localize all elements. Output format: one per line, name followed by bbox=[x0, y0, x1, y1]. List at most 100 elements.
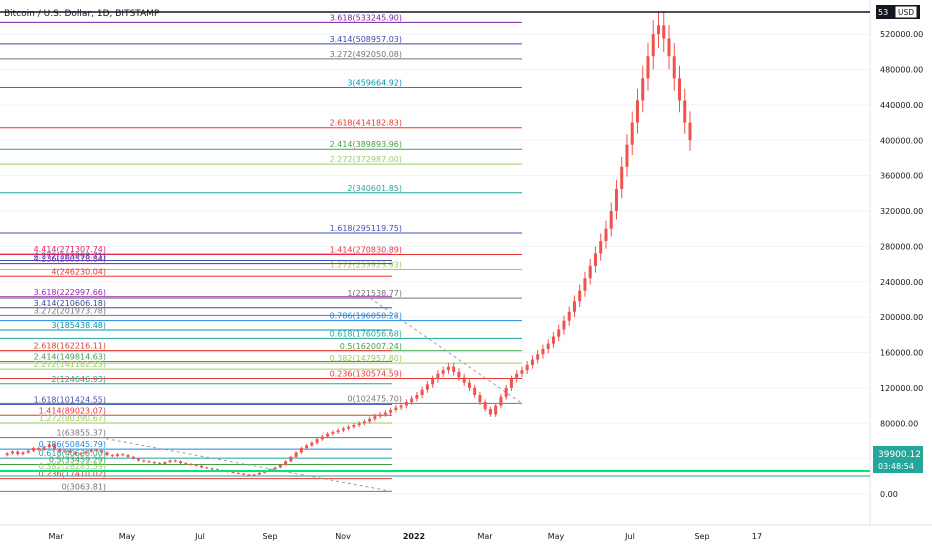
candle-body bbox=[551, 336, 555, 344]
candle-body bbox=[11, 451, 15, 454]
y-tick-label: 360000.00 bbox=[880, 172, 923, 181]
fib-label: 0.382(26285.59) bbox=[39, 462, 106, 471]
fib-label: 0.236(130574.59) bbox=[330, 370, 402, 379]
candle-body bbox=[672, 56, 676, 79]
fib-label: 2.272(141182.23) bbox=[34, 360, 106, 369]
candle-body bbox=[173, 460, 177, 462]
candle-body bbox=[163, 462, 167, 464]
x-tick-label: Mar bbox=[477, 532, 493, 541]
candle-body bbox=[536, 354, 540, 360]
y-tick-label: 400000.00 bbox=[880, 136, 923, 145]
candle-body bbox=[215, 469, 219, 471]
candle-body bbox=[21, 452, 25, 455]
candle-body bbox=[462, 377, 466, 383]
candle-body bbox=[47, 444, 51, 448]
candle-body bbox=[530, 359, 534, 365]
grid bbox=[0, 33, 870, 495]
fib-diagonal bbox=[369, 297, 523, 404]
fib-label: 2(124646.93) bbox=[51, 375, 106, 384]
x-tick-label: Nov bbox=[335, 532, 351, 541]
x-tick-label: May bbox=[548, 532, 565, 541]
chart-title: Bitcoin / U.S. Dollar, 1D, BITSTAMP bbox=[4, 9, 160, 19]
candle-body bbox=[168, 460, 172, 463]
candle-body bbox=[557, 329, 561, 337]
candle-body bbox=[305, 445, 309, 449]
x-tick-label: Mar bbox=[48, 532, 64, 541]
y-axis: 520000.00 480000.00 440000.00 400000.00 3600… bbox=[880, 30, 923, 499]
candle-body bbox=[205, 467, 209, 469]
candle-body bbox=[74, 452, 78, 455]
price-tag-unit: USD bbox=[898, 8, 914, 17]
fib-label: 2.272(372987.00) bbox=[330, 155, 402, 164]
candle-body bbox=[278, 464, 282, 468]
candle-body bbox=[32, 448, 36, 451]
candle-body bbox=[294, 452, 298, 457]
candle-body bbox=[331, 432, 335, 434]
candle-body bbox=[572, 301, 576, 312]
fib-label: 3(459664.92) bbox=[347, 78, 402, 87]
candle-body bbox=[488, 409, 492, 415]
candle-body bbox=[546, 343, 550, 349]
candle-body bbox=[683, 100, 687, 123]
candle-body bbox=[452, 366, 456, 372]
candle-body bbox=[326, 433, 330, 437]
candle-body bbox=[5, 453, 9, 456]
candle-body bbox=[79, 453, 83, 455]
candle-body bbox=[614, 188, 618, 212]
candle-body bbox=[289, 456, 293, 462]
x-tick-label: Jul bbox=[194, 532, 205, 541]
candle-body bbox=[383, 412, 387, 415]
candle-body bbox=[299, 448, 303, 453]
fib-label: 3.414(508957.03) bbox=[330, 35, 402, 44]
fib-label: 2.414(389893.96) bbox=[330, 140, 402, 149]
candle-body bbox=[609, 211, 613, 229]
y-tick-label: 80000.00 bbox=[880, 419, 918, 428]
candle-body bbox=[95, 449, 99, 451]
y-tick-label: 200000.00 bbox=[880, 313, 923, 322]
candle-body bbox=[389, 410, 393, 413]
candle-body bbox=[646, 56, 650, 79]
fib-label: 3.272(492050.08) bbox=[330, 50, 402, 59]
fib-label: 0.5(33459.29) bbox=[49, 455, 106, 464]
candle-body bbox=[53, 444, 57, 449]
price-tag-top: 53 USD bbox=[876, 5, 920, 19]
fib-label: 2.618(414182.83) bbox=[330, 119, 402, 128]
x-tick-label: 17 bbox=[752, 532, 762, 541]
candle-body bbox=[651, 34, 655, 57]
candle-body bbox=[194, 464, 198, 466]
candle-body bbox=[121, 454, 125, 456]
fib-diagonal bbox=[99, 437, 393, 492]
candle-body bbox=[494, 405, 498, 415]
fib-levels-left: 4.414(271307.74)4.272(263998.71)4.236(26… bbox=[0, 245, 393, 492]
candle-body bbox=[352, 425, 356, 427]
candle-body bbox=[336, 430, 340, 433]
candle-body bbox=[630, 122, 634, 145]
candle-body bbox=[362, 421, 366, 424]
candle-body bbox=[89, 449, 93, 452]
candles bbox=[5, 11, 692, 477]
fib-label: 0(102475.70) bbox=[347, 394, 402, 403]
candle-body bbox=[688, 122, 692, 141]
x-tick-label: 2022 bbox=[403, 532, 425, 541]
candle-body bbox=[467, 382, 471, 388]
fib-label: 4.414(271307.74) bbox=[34, 245, 106, 254]
fib-label: 0.618(40633.00) bbox=[39, 449, 106, 458]
x-tick-label: Sep bbox=[694, 532, 709, 541]
candle-body bbox=[110, 455, 114, 457]
candle-body bbox=[126, 455, 130, 457]
candle-body bbox=[42, 447, 46, 450]
fib-label: 1.414(89023.07) bbox=[39, 406, 106, 415]
candle-body bbox=[284, 461, 288, 465]
y-tick-label: 520000.00 bbox=[880, 30, 923, 39]
candle-body bbox=[504, 387, 508, 397]
candle-body bbox=[137, 458, 141, 461]
fib-label: 1.618(295119.75) bbox=[330, 224, 402, 233]
candle-body bbox=[158, 463, 162, 465]
candle-body bbox=[420, 389, 424, 395]
candle-body bbox=[179, 461, 183, 464]
candle-body bbox=[26, 450, 30, 453]
candle-body bbox=[242, 473, 246, 475]
candle-body bbox=[599, 241, 603, 254]
candle-body bbox=[473, 387, 477, 395]
